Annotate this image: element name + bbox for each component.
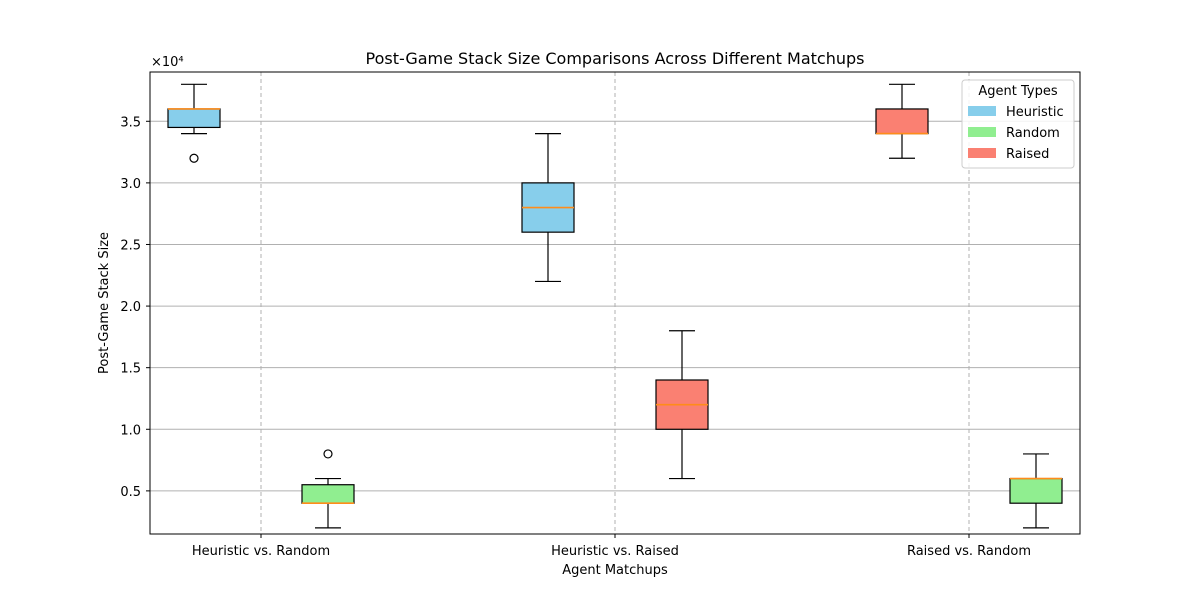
box-heuristic — [521, 133, 575, 283]
y-tick-label: 0.5 — [120, 485, 141, 500]
legend-swatch — [968, 127, 996, 137]
y-tick-label: 1.5 — [120, 362, 141, 377]
legend-label: Random — [1006, 126, 1060, 141]
legend-swatch — [968, 148, 996, 158]
x-axis-title: Agent Matchups — [562, 563, 668, 578]
legend-item-raised: Raised — [968, 147, 1049, 162]
legend-label: Heuristic — [1006, 105, 1064, 120]
y-offset-label: ×10⁴ — [151, 55, 184, 70]
box-body — [1009, 477, 1063, 504]
legend-frame — [961, 79, 1075, 169]
box-body — [301, 484, 355, 504]
box-body — [875, 108, 929, 135]
x-tick-label: Raised vs. Random — [907, 544, 1031, 559]
y-tick-label: 1.0 — [120, 423, 141, 438]
outlier-point — [189, 153, 199, 163]
y-tick-label: 2.5 — [120, 238, 141, 253]
box-body — [167, 108, 221, 129]
y-axis: 0.5 1.0 1.5 2.0 2.5 3.0 3.5 — [120, 115, 150, 500]
x-tick-label: Heuristic vs. Random — [192, 544, 330, 559]
legend-swatch — [968, 106, 996, 116]
box-heuristic — [167, 83, 221, 163]
box-layer — [167, 83, 1063, 529]
box-random — [1009, 453, 1063, 529]
y-axis-title: Post-Game Stack Size — [97, 232, 112, 374]
outlier-point — [323, 449, 333, 459]
y-tick-label: 3.0 — [120, 177, 141, 192]
legend-label: Raised — [1006, 147, 1049, 162]
box-random — [301, 449, 355, 529]
legend-item-heuristic: Heuristic — [968, 105, 1064, 120]
x-axis: Heuristic vs. Random Heuristic vs. Raised… — [192, 534, 1031, 559]
legend-item-random: Random — [968, 126, 1060, 141]
y-tick-label: 3.5 — [120, 115, 141, 130]
legend-title: Agent Types — [978, 84, 1057, 99]
box-raised — [655, 330, 709, 480]
box-raised — [875, 83, 929, 159]
y-tick-label: 2.0 — [120, 300, 141, 315]
legend: Agent Types Heuristic Random Raised — [961, 79, 1075, 169]
chart-title: Post-Game Stack Size Comparisons Across … — [366, 49, 865, 68]
x-tick-label: Heuristic vs. Raised — [551, 544, 679, 559]
